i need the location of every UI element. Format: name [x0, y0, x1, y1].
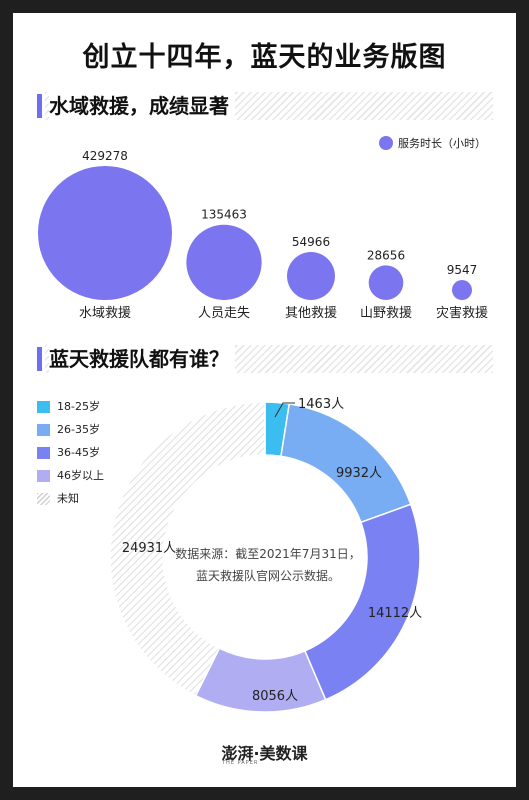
legend-item: 未知 [37, 492, 147, 506]
section-header-team-members: 蓝天救援队都有谁？ [37, 345, 493, 373]
source-line-1: 数据来源：截至2021年7月31日， [175, 547, 361, 561]
section-accent-bar [37, 94, 42, 118]
legend-item: 18-25岁 [37, 400, 147, 414]
bubble-chart: 服务时长（小时） 429278 水域救援 135463 人员走失 54966 其他救援 286… [38, 136, 488, 321]
bubble-category-label: 水域救援 [79, 305, 131, 321]
bubble-2 [186, 224, 262, 300]
legend-item: 26-35岁 [37, 423, 147, 437]
legend-label: 26-35岁 [57, 423, 100, 436]
brand-logo-text: 澎湃·美数课 [221, 744, 308, 763]
donut-value-label: 14112人 [368, 606, 422, 621]
bubble-value-label: 429278 [82, 149, 128, 163]
donut-value-label: 24931人 [122, 541, 176, 556]
section-header-water-rescue: 水域救援，成绩显著 [37, 92, 493, 120]
data-source-note: 数据来源：截至2021年7月31日， 蓝天救援队官网公示数据。 [163, 543, 373, 587]
legend-label: 未知 [57, 492, 79, 505]
legend-label: 36-45岁 [57, 446, 100, 459]
legend-swatch [37, 493, 50, 505]
legend-item: 36-45岁 [37, 446, 147, 460]
donut-value-label: 1463人 [298, 397, 344, 412]
donut-slice-3 [303, 503, 421, 701]
legend-swatch [37, 470, 50, 482]
infographic-card: 创立十四年，蓝天的业务版图 水域救援，成绩显著 服务时长（小时） 429278 水域… [13, 13, 516, 787]
bubble-4 [368, 265, 404, 300]
leader-line [274, 402, 295, 418]
footer-brand: 澎湃·美数课 THE PAPER [13, 740, 516, 766]
bubble-value-label: 28656 [367, 248, 405, 262]
page-title: 创立十四年，蓝天的业务版图 [82, 42, 447, 73]
section-title: 蓝天救援队都有谁？ [49, 345, 235, 373]
bubble-category-label: 灾害救援 [436, 305, 488, 321]
bubble-value-label: 54966 [292, 235, 330, 249]
bubble-1 [38, 166, 172, 300]
legend-label: 46岁以上 [57, 469, 104, 482]
legend-item: 46岁以上 [37, 469, 147, 483]
legend-label: 服务时长（小时） [398, 137, 486, 150]
donut-slice-5 [109, 401, 266, 697]
bubble-value-label: 135463 [201, 208, 247, 222]
legend-swatch [37, 424, 50, 436]
section-title: 水域救援，成绩显著 [49, 92, 235, 120]
donut-value-label: 9932人 [336, 466, 382, 481]
bubble-category-label: 山野救援 [360, 305, 412, 321]
bubble-3 [287, 252, 335, 300]
donut-chart: 1463人 9932人 14112人 8056人 24931人 [109, 397, 422, 713]
brand-subtitle: THE PAPER [222, 760, 259, 766]
bubble-5 [452, 280, 472, 300]
source-line-2: 蓝天救援队官网公示数据。 [195, 569, 340, 583]
legend-marker [379, 136, 393, 150]
legend-label: 18-25岁 [57, 400, 100, 413]
section-accent-bar [37, 347, 42, 371]
donut-slice-2 [280, 403, 412, 524]
legend-swatch [37, 401, 50, 413]
bubble-category-label: 其他救援 [285, 305, 337, 321]
legend-swatch [37, 447, 50, 459]
bubble-category-label: 人员走失 [198, 306, 250, 321]
bubble-value-label: 9547 [447, 263, 478, 277]
donut-value-label: 8056人 [252, 689, 298, 704]
